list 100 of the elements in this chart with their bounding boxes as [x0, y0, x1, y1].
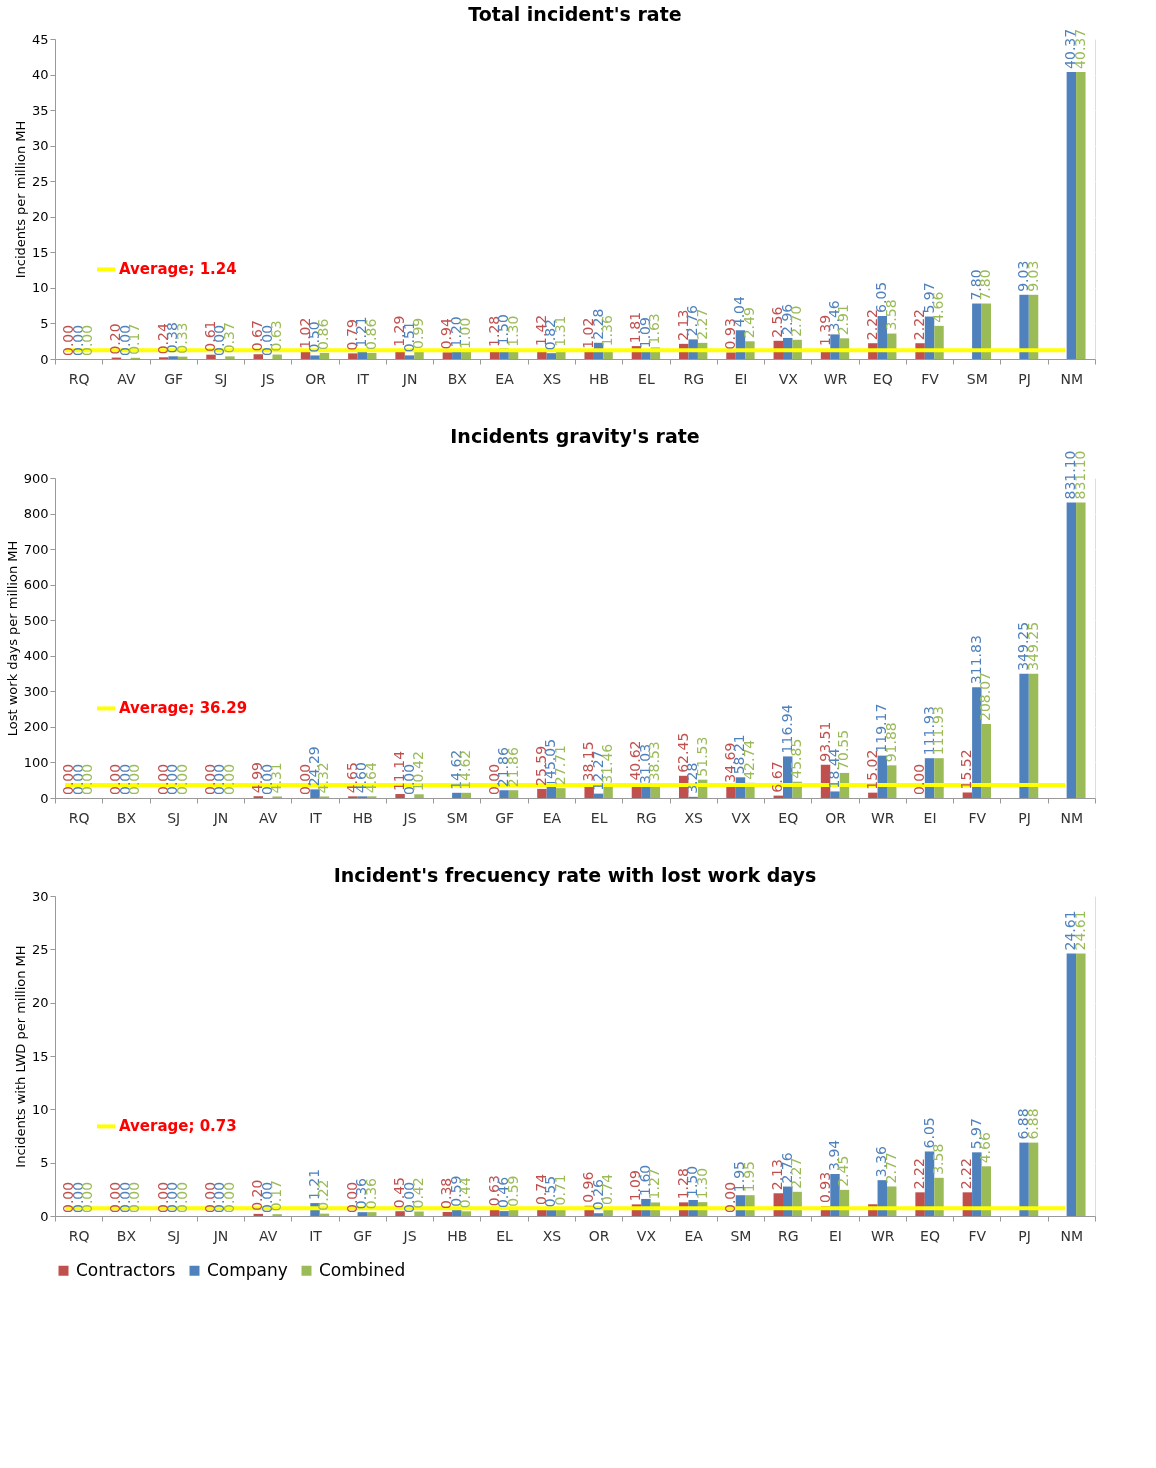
x-tick-label: AV: [259, 1227, 278, 1244]
x-tick-label: NM: [1060, 809, 1084, 826]
bar: [499, 790, 509, 798]
bar: [414, 794, 424, 798]
y-tick-label: 35: [31, 102, 49, 118]
x-tick-label: FV: [921, 370, 940, 387]
x-tick-label: JS: [260, 370, 275, 387]
x-tick-label: SM: [730, 1227, 752, 1244]
y-tick-label: 25: [31, 173, 49, 189]
x-tick-label: IT: [309, 1227, 323, 1244]
bar: [310, 789, 320, 798]
x-tick-label: PJ: [1018, 809, 1031, 826]
y-tick-label: 15: [31, 244, 49, 260]
x-tick-label: JS: [402, 809, 417, 826]
x-tick-label: GF: [353, 1227, 373, 1244]
x-tick-label: XS: [542, 370, 562, 387]
x-tick-label: SJ: [167, 1227, 181, 1244]
y-tick-label: 0: [40, 790, 49, 806]
x-tick-label: NM: [1060, 370, 1084, 387]
bar: [300, 351, 311, 359]
x-tick-label: BX: [116, 809, 137, 826]
x-tick-label: SJ: [214, 370, 228, 387]
y-tick-label: 45: [31, 31, 49, 47]
x-tick-label: EQ: [872, 370, 893, 387]
bar: [603, 786, 613, 798]
bar: [272, 354, 282, 359]
y-axis-title: Lost work days per million MH: [4, 540, 20, 737]
legend-label: Company: [207, 1259, 288, 1280]
legend-label: Average; 36.29: [119, 699, 248, 718]
y-tick-label: 300: [23, 683, 49, 699]
bar: [310, 355, 320, 359]
y-tick-label: 500: [23, 612, 49, 628]
bar: [319, 352, 330, 359]
x-tick-label: OR: [588, 1227, 610, 1244]
x-tick-label: RG: [777, 1227, 799, 1244]
bar: [537, 788, 547, 798]
x-tick-label: RG: [636, 809, 657, 826]
y-tick-label: 100: [23, 754, 49, 770]
chart-title: Total incident's rate: [468, 2, 682, 25]
legend-label: Combined: [319, 1259, 406, 1280]
data-label: 0.00: [911, 763, 928, 795]
bar: [452, 1209, 462, 1216]
y-tick-label: 20: [31, 209, 49, 225]
bar: [442, 352, 453, 359]
x-tick-label: JN: [212, 1227, 229, 1244]
x-tick-label: HB: [447, 1227, 468, 1244]
x-tick-label: OR: [305, 370, 327, 387]
bar: [1019, 673, 1029, 798]
bar: [452, 792, 462, 798]
bar: [584, 351, 594, 359]
x-tick-label: IT: [309, 809, 323, 826]
y-axis-title: Incidents per million MH: [12, 120, 28, 279]
y-tick-label: 40: [31, 67, 49, 83]
x-tick-label: EL: [638, 370, 655, 387]
bar: [1076, 502, 1086, 798]
bar: [508, 790, 519, 798]
x-tick-label: EA: [542, 809, 562, 826]
x-tick-label: EQ: [920, 1227, 940, 1244]
bar: [508, 1209, 519, 1216]
legend-label: Contractors: [76, 1259, 176, 1280]
y-tick-label: 30: [31, 138, 49, 154]
y-tick-label: 600: [23, 577, 49, 593]
x-tick-label: XS: [542, 1227, 562, 1244]
x-tick-label: BX: [447, 370, 468, 387]
x-tick-label: WR: [870, 809, 895, 826]
y-tick-label: 0: [40, 1208, 49, 1224]
bar: [556, 788, 566, 798]
y-tick-label: 900: [23, 470, 49, 486]
x-tick-label: EA: [495, 370, 515, 387]
bar: [972, 1152, 982, 1216]
bar: [348, 353, 358, 359]
data-label: 6.67: [769, 761, 786, 793]
y-tick-label: 800: [23, 506, 49, 522]
bar: [1066, 502, 1077, 798]
y-tick-label: 20: [31, 995, 49, 1011]
y-tick-label: 0: [40, 351, 49, 367]
x-tick-label: VX: [778, 370, 799, 387]
bar: [1019, 294, 1029, 359]
bar: [726, 352, 736, 359]
x-tick-label: SM: [966, 370, 988, 387]
y-tick-label: 10: [31, 1101, 49, 1117]
x-tick-label: EI: [829, 1227, 842, 1244]
bar: [168, 356, 178, 359]
bar: [962, 792, 973, 798]
bar: [395, 794, 405, 798]
x-tick-label: VX: [731, 809, 751, 826]
x-tick-label: FV: [968, 809, 987, 826]
y-tick-label: 30: [31, 888, 49, 904]
x-tick-label: EA: [684, 1227, 704, 1244]
x-tick-label: PJ: [1018, 370, 1031, 387]
bar: [461, 792, 471, 798]
data-label: 2.22: [958, 1158, 975, 1190]
bar: [461, 351, 471, 359]
data-label: 2.22: [911, 1158, 928, 1190]
x-tick-label: RQ: [68, 370, 90, 387]
x-tick-label: HB: [589, 370, 610, 387]
x-tick-label: EL: [496, 1227, 514, 1244]
bar: [414, 1211, 424, 1216]
bar: [395, 1211, 405, 1216]
legend-label: Average; 1.24: [119, 260, 237, 279]
